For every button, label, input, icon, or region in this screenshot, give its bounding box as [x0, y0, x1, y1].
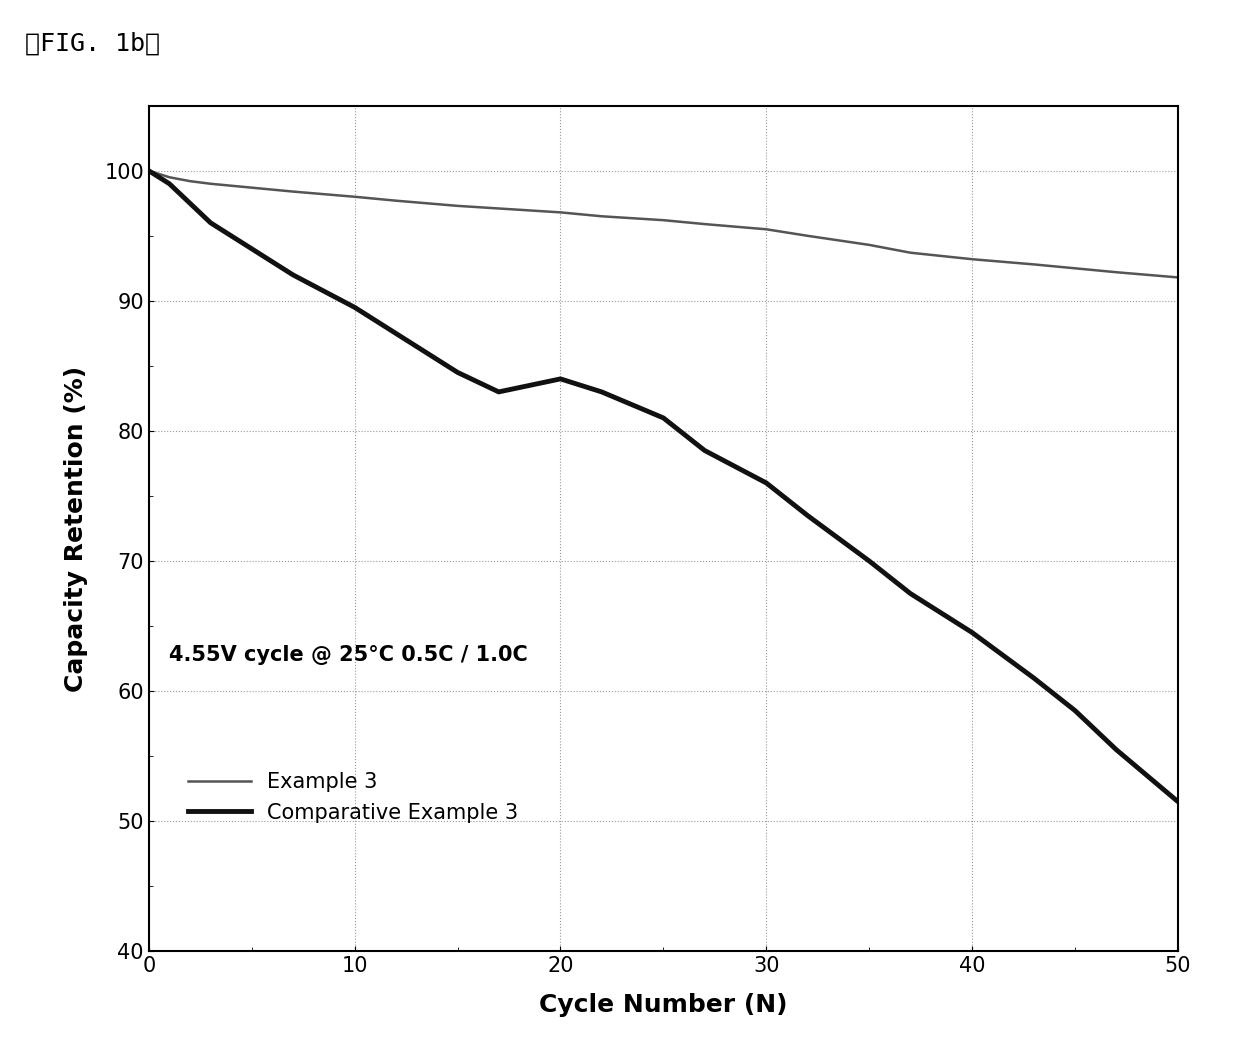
Example 3	[697, 218, 712, 230]
X-axis label: Cycle Number (N): Cycle Number (N)	[539, 993, 787, 1017]
Comparative Example 3	[285, 268, 300, 281]
Legend: Example 3, Comparative Example 3: Example 3, Comparative Example 3	[180, 764, 527, 831]
Example 3	[800, 229, 815, 242]
Comparative Example 3	[903, 588, 918, 600]
Comparative Example 3	[594, 386, 609, 398]
Example 3	[491, 202, 506, 215]
Example 3	[244, 182, 259, 194]
Example 3	[347, 190, 362, 203]
Example 3	[862, 239, 877, 252]
Example 3	[285, 185, 300, 198]
Text: 4.55V cycle @ 25°C 0.5C / 1.0C: 4.55V cycle @ 25°C 0.5C / 1.0C	[170, 646, 528, 665]
Comparative Example 3	[450, 366, 465, 378]
Comparative Example 3	[141, 165, 156, 178]
Comparative Example 3	[1109, 743, 1123, 756]
Y-axis label: Capacity Retention (%): Capacity Retention (%)	[63, 366, 88, 691]
Comparative Example 3	[553, 372, 568, 385]
Comparative Example 3	[203, 217, 218, 229]
Comparative Example 3	[862, 555, 877, 568]
Comparative Example 3	[182, 197, 197, 209]
Comparative Example 3	[1171, 795, 1185, 808]
Comparative Example 3	[1068, 704, 1083, 717]
Comparative Example 3	[162, 178, 177, 190]
Example 3	[1068, 262, 1083, 275]
Comparative Example 3	[656, 411, 671, 424]
Example 3	[656, 214, 671, 226]
Comparative Example 3	[965, 626, 980, 638]
Comparative Example 3	[388, 327, 403, 339]
Comparative Example 3	[347, 301, 362, 314]
Example 3	[388, 194, 403, 207]
Example 3	[1171, 271, 1185, 283]
Example 3	[594, 210, 609, 223]
Text: 【FIG. 1b】: 【FIG. 1b】	[25, 32, 160, 56]
Comparative Example 3	[800, 509, 815, 522]
Comparative Example 3	[697, 444, 712, 457]
Example 3	[203, 178, 218, 190]
Example 3	[1027, 258, 1042, 271]
Line: Example 3: Example 3	[149, 171, 1178, 277]
Example 3	[1109, 266, 1123, 279]
Example 3	[450, 200, 465, 212]
Example 3	[182, 174, 197, 187]
Example 3	[141, 165, 156, 178]
Example 3	[759, 223, 774, 236]
Comparative Example 3	[1027, 672, 1042, 685]
Example 3	[162, 171, 177, 184]
Comparative Example 3	[491, 386, 506, 398]
Comparative Example 3	[244, 242, 259, 255]
Example 3	[903, 246, 918, 259]
Example 3	[553, 206, 568, 219]
Example 3	[965, 253, 980, 265]
Comparative Example 3	[759, 477, 774, 489]
Line: Comparative Example 3: Comparative Example 3	[149, 171, 1178, 801]
